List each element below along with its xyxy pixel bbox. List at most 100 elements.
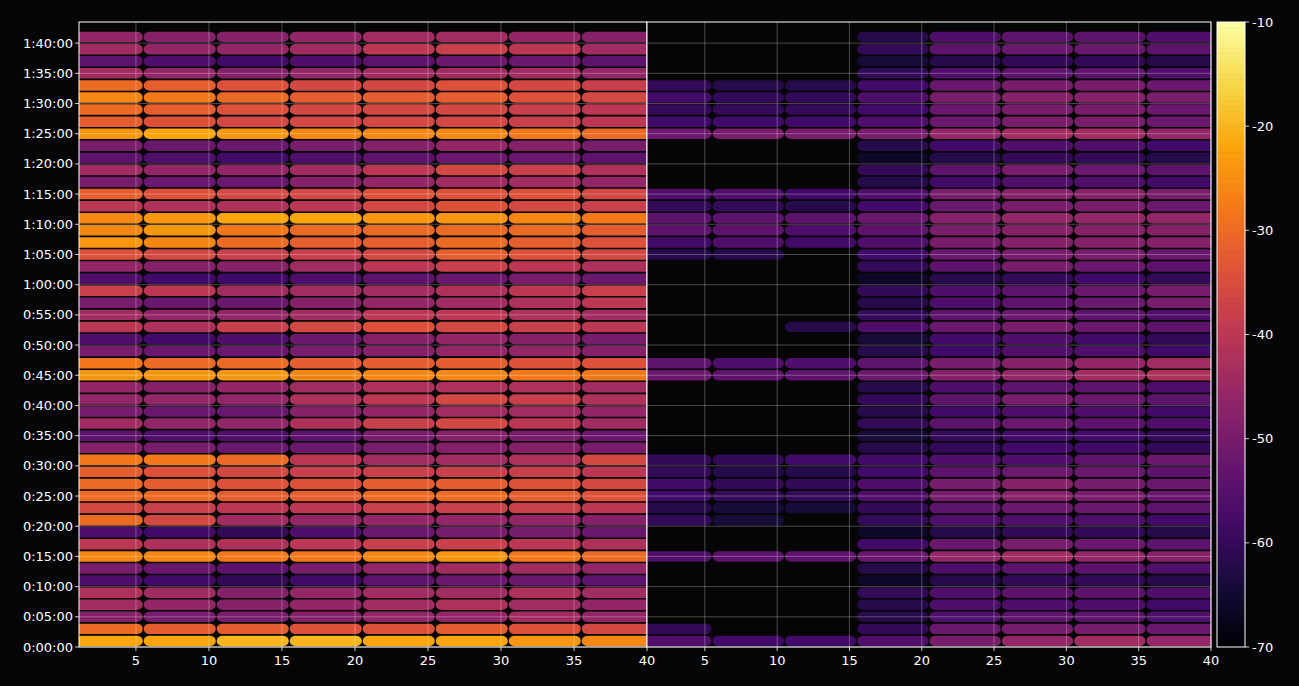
heat-cell bbox=[1074, 334, 1145, 344]
heat-cell bbox=[930, 225, 1001, 235]
colorbar-step bbox=[1217, 626, 1245, 632]
heat-cell bbox=[1146, 406, 1211, 416]
heat-cell bbox=[363, 346, 435, 356]
colorbar-step bbox=[1217, 335, 1245, 341]
heat-cell bbox=[647, 503, 712, 513]
heat-cell bbox=[1146, 92, 1211, 102]
y-tick-label: 0:40:00 bbox=[23, 398, 73, 413]
heat-cell bbox=[79, 298, 143, 308]
heat-cell bbox=[785, 225, 856, 235]
heat-cell bbox=[436, 153, 508, 163]
heat-cell bbox=[930, 479, 1001, 489]
grid-line bbox=[79, 465, 647, 466]
tick-mark bbox=[354, 647, 355, 651]
heat-cell bbox=[509, 503, 581, 513]
heat-cell bbox=[1002, 406, 1073, 416]
heat-cell bbox=[1146, 56, 1211, 66]
heat-cell bbox=[290, 56, 362, 66]
heat-cell bbox=[290, 165, 362, 175]
colorbar-step bbox=[1217, 48, 1245, 54]
heat-cell bbox=[857, 153, 928, 163]
heat-cell bbox=[363, 116, 435, 126]
heat-cell bbox=[785, 201, 856, 211]
heat-cell bbox=[144, 177, 216, 187]
heat-cell bbox=[144, 56, 216, 66]
heat-cell bbox=[363, 237, 435, 247]
tick-mark bbox=[500, 647, 501, 651]
x-tick-label: 15 bbox=[274, 653, 291, 668]
heat-cell bbox=[1146, 394, 1211, 404]
heat-cell bbox=[79, 273, 143, 283]
grid-line bbox=[647, 345, 1211, 346]
colorbar-step bbox=[1217, 475, 1245, 481]
heat-cell bbox=[363, 575, 435, 585]
heat-cell bbox=[79, 575, 143, 585]
heat-cell bbox=[217, 165, 289, 175]
colorbar-step bbox=[1217, 85, 1245, 91]
tick-mark bbox=[75, 586, 79, 587]
heat-cell bbox=[363, 92, 435, 102]
tick-mark bbox=[1245, 647, 1249, 648]
heat-cell bbox=[363, 177, 435, 187]
colorbar-step bbox=[1217, 319, 1245, 325]
heat-cell bbox=[857, 32, 928, 42]
heat-cell bbox=[1002, 273, 1073, 283]
colorbar-tick-label: -30 bbox=[1252, 223, 1273, 238]
heat-cell bbox=[857, 599, 928, 609]
heat-cell bbox=[144, 515, 216, 525]
colorbar-step bbox=[1217, 163, 1245, 169]
heat-cell bbox=[582, 334, 647, 344]
colorbar-step bbox=[1217, 215, 1245, 221]
heat-cell bbox=[1146, 442, 1211, 452]
heat-cell bbox=[930, 141, 1001, 151]
heat-cell bbox=[1002, 285, 1073, 295]
heat-cell bbox=[1002, 80, 1073, 90]
heat-cell bbox=[363, 382, 435, 392]
heat-cell bbox=[217, 382, 289, 392]
heat-cell bbox=[363, 406, 435, 416]
plot-frame bbox=[647, 22, 1211, 647]
x-tick-label: 10 bbox=[769, 653, 786, 668]
heat-cell bbox=[582, 177, 647, 187]
heat-cell bbox=[1146, 165, 1211, 175]
heat-cell bbox=[290, 298, 362, 308]
heat-cell bbox=[290, 261, 362, 271]
heat-cell bbox=[217, 587, 289, 597]
heat-cell bbox=[785, 104, 856, 114]
grid-line bbox=[647, 375, 1211, 376]
grid-line bbox=[647, 163, 1211, 164]
heat-cell bbox=[79, 418, 143, 428]
heat-cell bbox=[930, 153, 1001, 163]
y-tick-label: 0:15:00 bbox=[23, 549, 73, 564]
heat-cell bbox=[290, 322, 362, 332]
heat-cell bbox=[217, 116, 289, 126]
heat-cell bbox=[647, 92, 712, 102]
heat-cell bbox=[785, 358, 856, 368]
heat-cell bbox=[930, 382, 1001, 392]
heat-cell bbox=[582, 322, 647, 332]
heat-cell bbox=[509, 44, 581, 54]
colorbar-step bbox=[1217, 225, 1245, 231]
colorbar-step bbox=[1217, 376, 1245, 382]
heat-cell bbox=[930, 467, 1001, 477]
heat-cell bbox=[1074, 479, 1145, 489]
colorbar-step bbox=[1217, 574, 1245, 580]
heat-cell bbox=[290, 575, 362, 585]
plot-area bbox=[79, 22, 647, 647]
y-tick-label: 1:10:00 bbox=[23, 217, 73, 232]
grid-line bbox=[79, 526, 647, 527]
heat-cell bbox=[1074, 237, 1145, 247]
colorbar-step bbox=[1217, 506, 1245, 512]
grid-line bbox=[79, 73, 647, 74]
grid-line bbox=[647, 284, 1211, 285]
heat-cell bbox=[1146, 261, 1211, 271]
heat-cell bbox=[1002, 177, 1073, 187]
heat-cell bbox=[1002, 563, 1073, 573]
colorbar-step bbox=[1217, 168, 1245, 174]
heat-cell bbox=[79, 624, 143, 634]
heat-cell bbox=[79, 527, 143, 537]
colorbar-step bbox=[1217, 58, 1245, 64]
heat-cell bbox=[436, 273, 508, 283]
heat-cell bbox=[363, 563, 435, 573]
colorbar: -10-20-30-40-50-60-70 bbox=[1217, 15, 1273, 655]
